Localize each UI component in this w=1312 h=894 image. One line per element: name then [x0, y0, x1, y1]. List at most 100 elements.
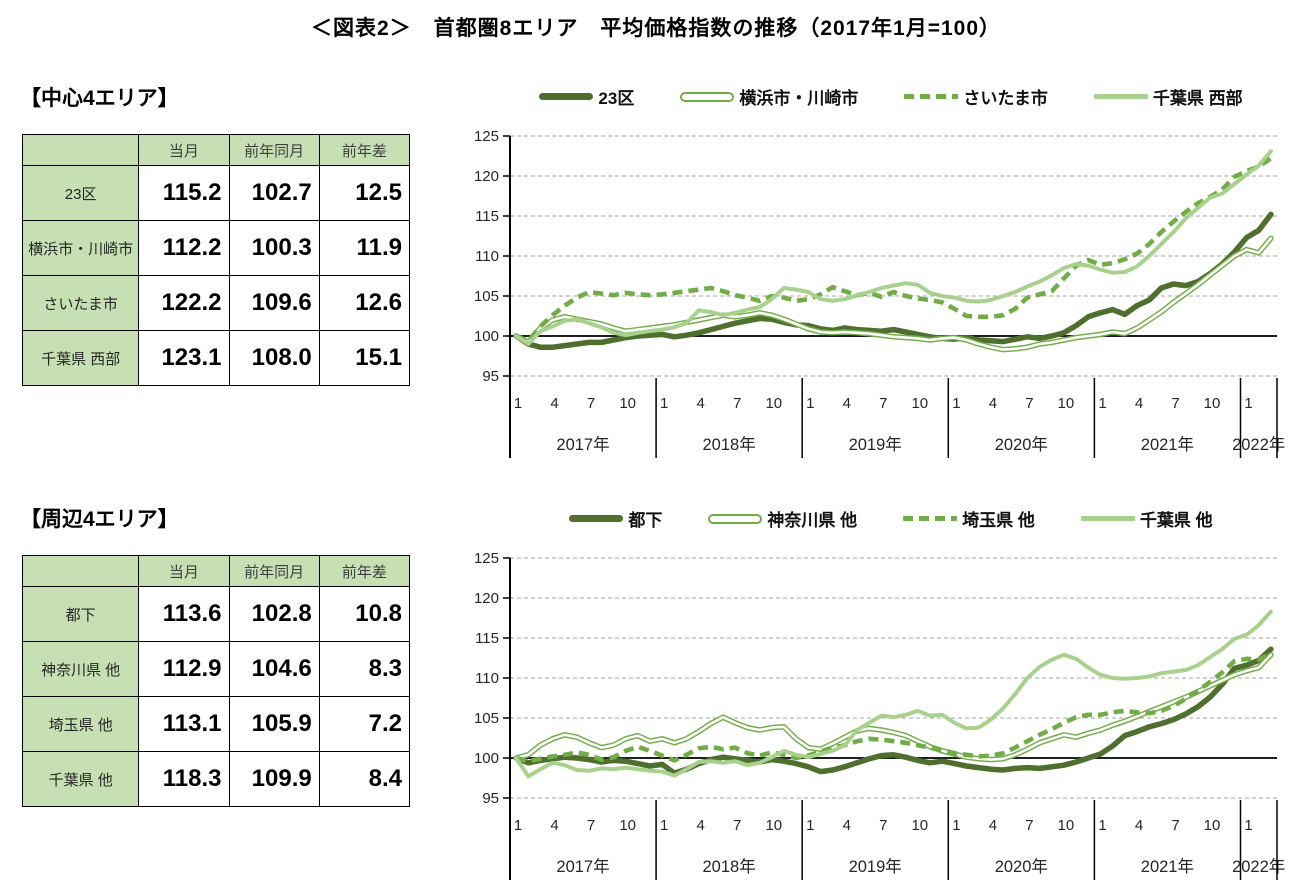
chart-central-areas: 23区 横浜市・川崎市 さいたま市 千葉県 西部 125 120 115 110 105…	[470, 80, 1312, 472]
value-cell: 113.1	[138, 696, 230, 752]
svg-text:2021年: 2021年	[1141, 857, 1194, 876]
svg-text:1: 1	[514, 817, 522, 834]
table-row: 23区 115.2 102.7 12.5	[21, 165, 411, 221]
svg-text:125: 125	[474, 550, 499, 567]
table-row: 千葉県 西部 123.1 108.0 15.1	[21, 330, 411, 386]
dashed-line-key-icon	[903, 516, 958, 521]
legend-label: 神奈川県 他	[767, 511, 858, 530]
section-heading-peripheral: 【周辺4エリア】	[20, 508, 179, 531]
svg-text:10: 10	[911, 817, 928, 834]
legend-item: さいたま市	[904, 84, 1048, 109]
svg-text:2018年: 2018年	[702, 857, 755, 876]
value-cell: 102.7	[228, 165, 320, 221]
value-cell: 12.5	[318, 165, 411, 221]
light-line-key-icon	[1093, 94, 1148, 99]
value-cell: 10.8	[318, 586, 411, 642]
value-cell: 8.4	[318, 751, 411, 807]
svg-text:1: 1	[660, 817, 668, 834]
svg-text:4: 4	[1135, 395, 1143, 412]
thick-line-key-icon	[539, 93, 594, 100]
value-cell: 7.2	[318, 696, 411, 752]
value-cell: 8.3	[318, 641, 411, 697]
value-cell: 104.6	[228, 641, 320, 697]
legend-item: 23区	[539, 84, 634, 109]
legend-label: さいたま市	[963, 89, 1048, 108]
svg-text:4: 4	[697, 817, 705, 834]
svg-text:7: 7	[587, 817, 595, 834]
svg-text:1: 1	[806, 395, 814, 412]
svg-text:115: 115	[475, 630, 499, 647]
table-row: 千葉県 他 118.3 109.9 8.4	[21, 751, 411, 807]
svg-text:105: 105	[474, 710, 499, 727]
corner-cell	[21, 134, 140, 166]
hollow-line-key-icon	[708, 513, 763, 524]
svg-text:1: 1	[660, 395, 668, 412]
svg-text:10: 10	[1058, 817, 1075, 834]
column-header: 前年差	[318, 134, 411, 166]
value-cell: 113.6	[138, 586, 230, 642]
table-row: 埼玉県 他 113.1 105.9 7.2	[21, 696, 411, 752]
table-row: 都下 113.6 102.8 10.8	[21, 586, 411, 642]
svg-text:95: 95	[482, 368, 499, 385]
svg-text:4: 4	[843, 817, 851, 834]
svg-text:4: 4	[550, 395, 558, 412]
value-cell: 109.9	[228, 751, 320, 807]
svg-text:1: 1	[806, 817, 814, 834]
svg-text:10: 10	[1204, 817, 1221, 834]
svg-text:2017年: 2017年	[556, 435, 609, 454]
value-cell: 100.3	[228, 220, 320, 276]
svg-text:110: 110	[475, 670, 499, 687]
svg-text:7: 7	[879, 817, 887, 834]
svg-text:2017年: 2017年	[556, 857, 609, 876]
value-cell: 12.6	[318, 275, 411, 331]
svg-text:2018年: 2018年	[702, 435, 755, 454]
value-cell: 109.6	[228, 275, 320, 331]
row-label: 神奈川県 他	[21, 641, 140, 697]
chart-peripheral-areas: 都下 神奈川県 他 埼玉県 他 千葉県 他 125 120 115 110 105 100…	[470, 502, 1312, 894]
value-cell: 123.1	[138, 330, 230, 386]
legend-label: 都下	[628, 511, 663, 530]
svg-text:10: 10	[1204, 395, 1221, 412]
svg-text:1: 1	[952, 817, 960, 834]
peripheral-area-table: 当月 前年同月 前年差 都下 113.6 102.8 10.8 神奈川県 他 1…	[21, 555, 411, 807]
chart-legend: 23区 横浜市・川崎市 さいたま市 千葉県 西部	[470, 84, 1312, 109]
svg-text:2019年: 2019年	[849, 857, 902, 876]
legend-label: 千葉県 他	[1139, 511, 1213, 530]
legend-item: 神奈川県 他	[708, 506, 857, 531]
value-cell: 122.2	[138, 275, 230, 331]
thick-line-key-icon	[569, 515, 624, 522]
row-label: 千葉県 他	[21, 751, 140, 807]
svg-text:105: 105	[474, 288, 499, 305]
svg-text:1: 1	[1098, 817, 1106, 834]
value-cell: 112.2	[138, 220, 230, 276]
svg-text:7: 7	[587, 395, 595, 412]
value-cell: 105.9	[228, 696, 320, 752]
svg-text:4: 4	[697, 395, 705, 412]
value-cell: 108.0	[228, 330, 320, 386]
svg-text:95: 95	[482, 790, 499, 807]
table-header-row: 当月 前年同月 前年差	[21, 134, 411, 166]
svg-text:125: 125	[474, 128, 499, 145]
svg-text:120: 120	[474, 168, 499, 185]
svg-text:1: 1	[1244, 395, 1252, 412]
svg-text:7: 7	[1025, 817, 1033, 834]
svg-text:7: 7	[879, 395, 887, 412]
table-row: さいたま市 122.2 109.6 12.6	[21, 275, 411, 331]
svg-text:2021年: 2021年	[1141, 435, 1194, 454]
svg-text:100: 100	[474, 750, 499, 767]
legend-label: 千葉県 西部	[1152, 89, 1243, 108]
value-cell: 11.9	[318, 220, 411, 276]
legend-label: 埼玉県 他	[962, 511, 1035, 530]
svg-text:1: 1	[952, 395, 960, 412]
row-label: 23区	[21, 165, 140, 221]
legend-item: 埼玉県 他	[903, 506, 1035, 531]
column-header: 当月	[138, 555, 230, 587]
svg-text:4: 4	[1135, 817, 1143, 834]
svg-text:10: 10	[765, 395, 782, 412]
legend-label: 23区	[598, 89, 635, 108]
row-label: さいたま市	[21, 275, 140, 331]
value-cell: 112.9	[138, 641, 230, 697]
table-row: 横浜市・川崎市 112.2 100.3 11.9	[21, 220, 411, 276]
table-header-row: 当月 前年同月 前年差	[21, 555, 411, 587]
svg-text:100: 100	[474, 328, 499, 345]
